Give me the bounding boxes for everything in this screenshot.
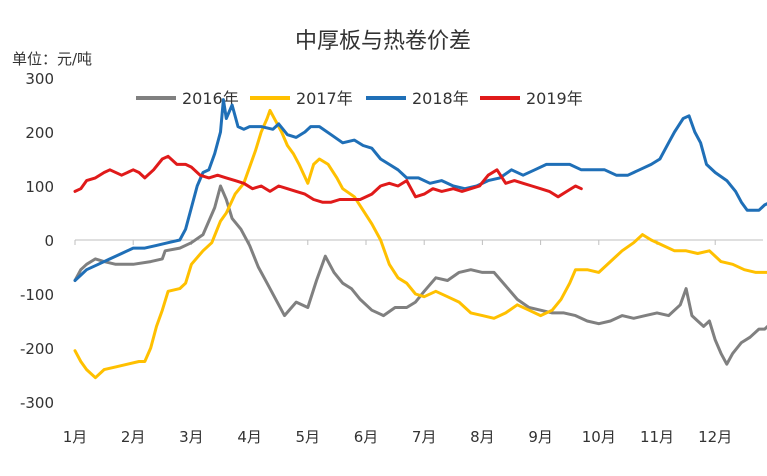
legend-label: 2017年 [296,89,353,108]
y-tick-label: -300 [20,394,54,412]
legend-label: 2018年 [412,89,469,108]
y-tick-label: 200 [25,124,54,142]
chart-title: 中厚板与热卷价差 [295,29,471,54]
x-tick-label: 12月 [698,428,732,446]
x-tick-label: 3月 [179,428,204,446]
x-axis: 1月 2月 3月 4月 5月 6月 7月 8月 9月 10月 11月 12月 [63,239,763,446]
x-tick-label: 1月 [63,428,88,446]
x-tick-label: 2月 [121,428,146,446]
x-tick-label: 9月 [528,428,553,446]
y-tick-label: -100 [20,286,54,304]
x-tick-label: 4月 [237,428,262,446]
y-tick-label: 0 [44,232,54,250]
series-line-2016年 [73,184,767,366]
y-tick-label: 300 [25,70,54,88]
x-tick-label: 5月 [296,428,321,446]
x-tick-label: 11月 [640,428,674,446]
series-line-2019年 [73,154,583,204]
x-tick-label: 7月 [412,428,437,446]
x-tick-label: 8月 [470,428,495,446]
legend-label: 2019年 [526,89,583,108]
y-axis: 300 200 100 0 -100 -200 -300 [20,70,54,412]
x-tick-label: 10月 [582,428,616,446]
unit-label: 单位：元/吨 [12,50,92,68]
y-tick-label: -200 [20,340,54,358]
y-tick-label: 100 [25,178,54,196]
series-line-2018年 [73,98,767,282]
legend-label: 2016年 [182,89,239,108]
series-line-2017年 [73,108,767,380]
legend: 2016年 2017年 2018年 2019年 [136,89,583,108]
x-tick-label: 6月 [354,428,379,446]
series-group [73,98,767,380]
